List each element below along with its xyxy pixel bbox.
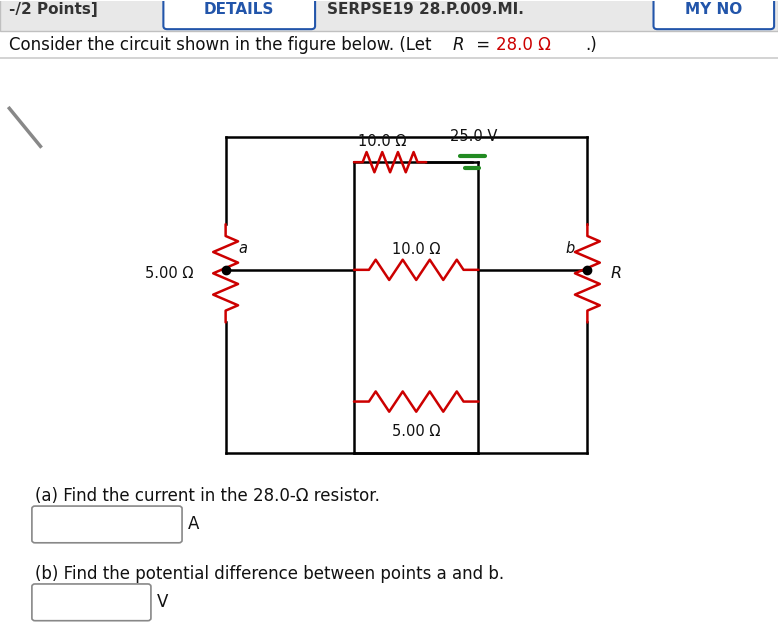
FancyBboxPatch shape (654, 0, 774, 29)
Text: 25.0 V: 25.0 V (450, 129, 497, 145)
Text: SERPSE19 28.P.009.MI.: SERPSE19 28.P.009.MI. (327, 2, 524, 17)
Text: R: R (611, 266, 622, 281)
FancyBboxPatch shape (32, 506, 182, 543)
Text: a: a (238, 241, 247, 256)
Text: .): .) (585, 36, 597, 54)
Text: 10.0 Ω: 10.0 Ω (392, 242, 440, 257)
Text: =: = (471, 36, 495, 54)
Text: (a) Find the current in the 28.0-Ω resistor.: (a) Find the current in the 28.0-Ω resis… (35, 487, 380, 505)
Text: MY NO: MY NO (685, 2, 742, 17)
Text: Consider the circuit shown in the figure below. (Let: Consider the circuit shown in the figure… (9, 36, 443, 54)
Text: 10.0 Ω: 10.0 Ω (358, 134, 406, 150)
FancyBboxPatch shape (32, 584, 151, 621)
FancyBboxPatch shape (163, 0, 315, 29)
Text: (b) Find the potential difference between points a and b.: (b) Find the potential difference betwee… (35, 565, 504, 583)
Text: 28.0 Ω: 28.0 Ω (496, 36, 552, 54)
Text: b: b (566, 241, 575, 256)
Text: 5.00 Ω: 5.00 Ω (392, 424, 440, 439)
Text: A: A (188, 515, 200, 533)
Text: -/2 Points]: -/2 Points] (9, 2, 98, 17)
Text: 5.00 Ω: 5.00 Ω (145, 266, 194, 281)
Text: DETAILS: DETAILS (204, 2, 274, 17)
FancyBboxPatch shape (0, 0, 778, 31)
Text: R: R (453, 36, 464, 54)
Text: V: V (157, 593, 169, 611)
